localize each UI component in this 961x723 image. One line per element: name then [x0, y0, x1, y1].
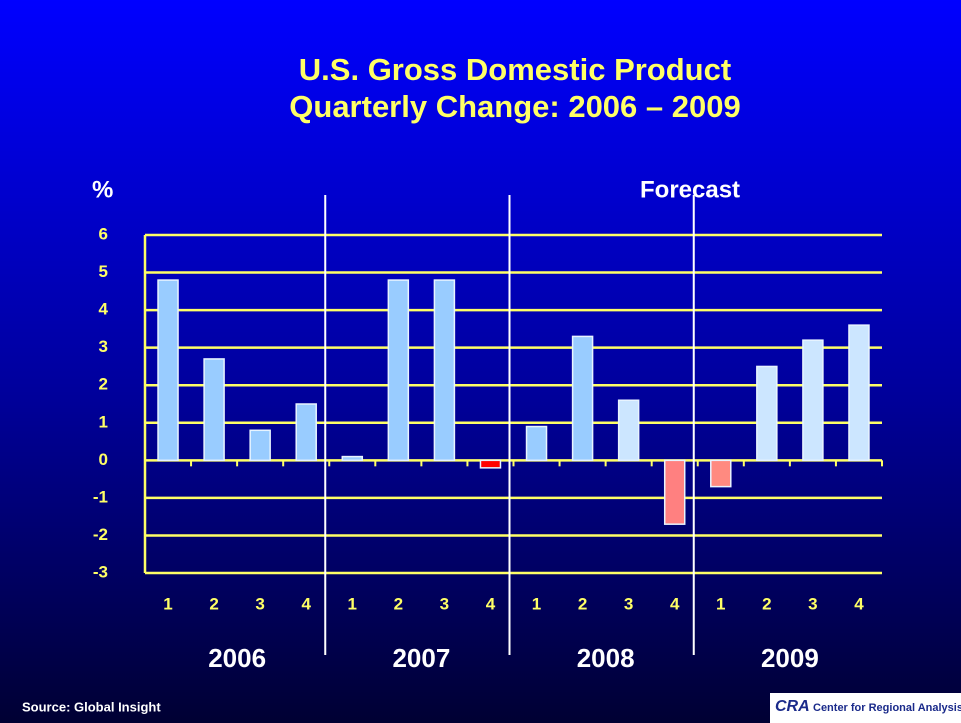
x-tick-label: 3: [624, 594, 633, 613]
y-tick-label: 2: [99, 375, 108, 394]
bar: [341, 455, 364, 462]
x-tick-label: 2: [209, 594, 218, 613]
bar: [710, 459, 732, 488]
bar: [525, 425, 548, 462]
y-tick-label: 6: [99, 224, 108, 243]
bar: [479, 459, 502, 469]
y-axis-label: %: [92, 176, 113, 203]
chart-subtitle: Quarterly Change: 2006 – 2009: [289, 89, 740, 124]
y-tick-label: 4: [99, 300, 109, 319]
x-tick-label: 2: [578, 594, 587, 613]
year-label: 2008: [577, 643, 635, 673]
x-tick-label: 2: [394, 594, 403, 613]
x-tick-label: 1: [532, 594, 541, 613]
y-tick-label: 5: [99, 262, 108, 281]
source: Source: Global Insight: [22, 699, 161, 714]
x-tick-label: 4: [301, 594, 311, 613]
bar: [387, 279, 410, 462]
bar: [756, 365, 778, 462]
bar: [848, 324, 870, 462]
bar: [249, 429, 271, 462]
x-tick-label: 4: [854, 594, 864, 613]
y-tick-label: 3: [99, 337, 108, 356]
logo-text: Center for Regional Analysis: [813, 702, 961, 714]
y-tick-label: 0: [99, 450, 108, 469]
x-tick-label: 1: [163, 594, 172, 613]
logo-box: [770, 693, 961, 723]
y-tick-label: -2: [93, 525, 108, 544]
bar: [433, 279, 456, 462]
bar: [617, 399, 640, 462]
annotation: Forecast: [640, 176, 740, 203]
bar: [295, 403, 317, 462]
x-tick-label: 3: [808, 594, 817, 613]
bar: [203, 358, 225, 462]
year-label: 2007: [392, 643, 450, 673]
x-tick-label: 4: [670, 594, 680, 613]
year-label: 2006: [208, 643, 266, 673]
bar: [157, 279, 179, 462]
y-tick-label: -1: [93, 487, 108, 506]
x-tick-label: 1: [716, 594, 725, 613]
bar: [663, 459, 686, 525]
x-tick-label: 4: [486, 594, 496, 613]
x-tick-label: 3: [255, 594, 264, 613]
logo: CRA: [775, 698, 810, 715]
x-tick-label: 2: [762, 594, 771, 613]
y-tick-label: 1: [99, 412, 108, 431]
y-tick-label: -3: [93, 562, 108, 581]
x-tick-label: 1: [348, 594, 357, 613]
year-label: 2009: [761, 643, 819, 673]
bar: [802, 339, 824, 462]
chart-title: U.S. Gross Domestic Product: [299, 52, 731, 87]
x-tick-label: 3: [440, 594, 449, 613]
bar: [571, 335, 594, 462]
